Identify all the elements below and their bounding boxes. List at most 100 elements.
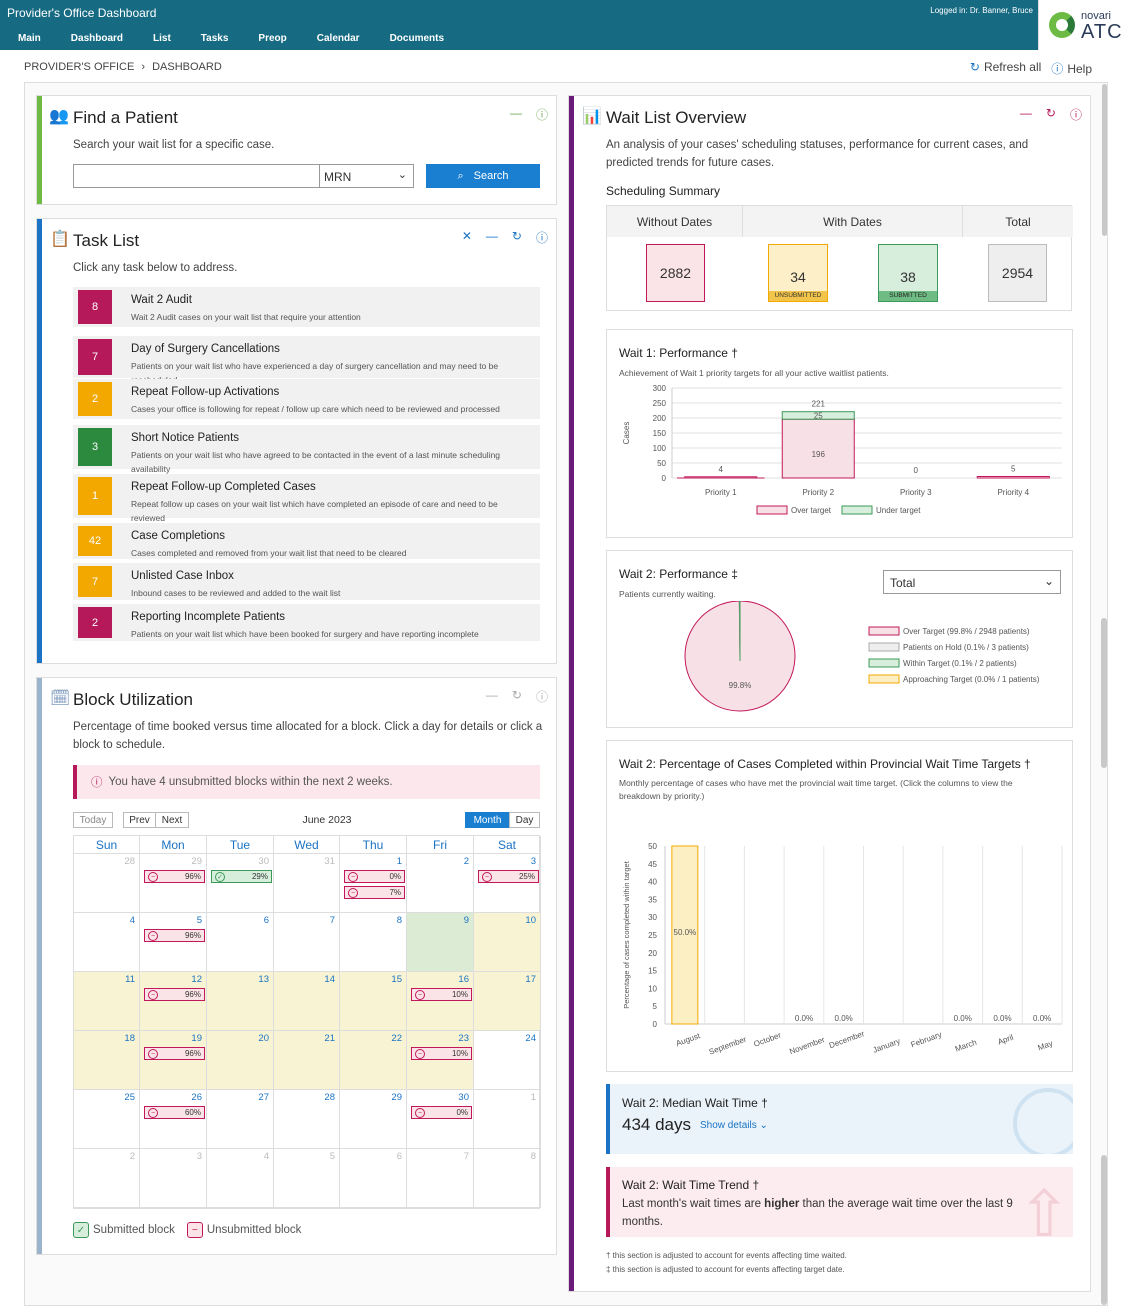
task-row[interactable]: 42 Case Completions Cases completed and …: [73, 523, 540, 559]
calendar-day[interactable]: 10: [474, 913, 541, 972]
nav-main[interactable]: Main: [18, 33, 41, 44]
calendar-day[interactable]: 11: [74, 972, 140, 1031]
total-count[interactable]: 2954: [988, 244, 1047, 302]
submitted-block[interactable]: ✓ 29%: [211, 870, 272, 883]
calendar-day[interactable]: 30 ✓ 29%: [207, 854, 274, 913]
calendar-day[interactable]: 23 − 10%: [407, 1031, 474, 1090]
task-row[interactable]: 1 Repeat Follow-up Completed Cases Repea…: [73, 474, 540, 523]
minimize-icon[interactable]: —: [485, 229, 498, 243]
calendar-day[interactable]: 4: [207, 1149, 274, 1208]
next-button[interactable]: Next: [155, 812, 189, 828]
minimize-icon[interactable]: —: [485, 688, 498, 702]
calendar-day[interactable]: 7: [274, 913, 340, 972]
calendar-day[interactable]: 2: [407, 854, 474, 913]
task-row[interactable]: 3 Short Notice Patients Patients on your…: [73, 425, 540, 474]
calendar-day[interactable]: 6: [207, 913, 274, 972]
unsubmitted-block[interactable]: − 0%: [344, 870, 405, 883]
calendar-day[interactable]: 24: [474, 1031, 541, 1090]
patient-search-input[interactable]: [73, 164, 320, 188]
bar[interactable]: [671, 845, 699, 1025]
scrollbar[interactable]: [1100, 84, 1109, 1304]
task-row[interactable]: 2 Repeat Follow-up Activations Cases you…: [73, 379, 540, 419]
calendar-day[interactable]: 28: [74, 854, 140, 913]
task-row[interactable]: 7 Day of Surgery Cancellations Patients …: [73, 336, 540, 385]
calendar-day[interactable]: 12 − 96%: [140, 972, 207, 1031]
day-view-button[interactable]: Day: [509, 812, 540, 828]
calendar-day[interactable]: 26 − 60%: [140, 1090, 207, 1149]
wait2-filter-select[interactable]: Total ⌄: [883, 570, 1061, 594]
refresh-icon[interactable]: ↻: [1045, 106, 1056, 120]
calendar-day[interactable]: 20: [207, 1031, 274, 1090]
calendar-day[interactable]: 3 − 25%: [474, 854, 541, 913]
calendar-day[interactable]: 19 − 96%: [140, 1031, 207, 1090]
refresh-all-button[interactable]: ↻ Refresh all: [970, 60, 1041, 77]
nav-dashboard[interactable]: Dashboard: [70, 33, 124, 44]
calendar-day[interactable]: 5: [274, 1149, 340, 1208]
calendar-day[interactable]: 2: [74, 1149, 140, 1208]
calendar-day[interactable]: 8: [474, 1149, 541, 1208]
median-show-details-link[interactable]: Show details ⌄: [700, 1120, 768, 1131]
help-icon[interactable]: ⓘ: [1069, 108, 1082, 122]
unsubmitted-block[interactable]: − 10%: [411, 1047, 472, 1060]
nav-list[interactable]: List: [153, 33, 171, 44]
calendar-day[interactable]: 9: [407, 913, 474, 972]
unsubmitted-block[interactable]: − 96%: [144, 870, 205, 883]
calendar-day[interactable]: 4: [74, 913, 140, 972]
refresh-icon[interactable]: ↻: [511, 688, 522, 702]
breadcrumb-office[interactable]: PROVIDER'S OFFICE: [24, 61, 135, 73]
scrollbar-thumb[interactable]: [1101, 618, 1107, 768]
calendar-day[interactable]: 21: [274, 1031, 340, 1090]
id-type-select[interactable]: MRN ⌄: [319, 164, 414, 188]
without-dates-count[interactable]: 2882: [646, 244, 705, 302]
nav-calendar[interactable]: Calendar: [316, 33, 360, 44]
bar-segment[interactable]: [976, 476, 1050, 479]
prev-button[interactable]: Prev: [123, 812, 156, 828]
unsubmitted-block[interactable]: − 96%: [144, 929, 205, 942]
bar-segment[interactable]: [781, 411, 855, 420]
task-row[interactable]: 8 Wait 2 Audit Wait 2 Audit cases on you…: [73, 287, 540, 327]
minimize-icon[interactable]: —: [1019, 106, 1032, 120]
unsubmitted-block[interactable]: − 96%: [144, 1047, 205, 1060]
calendar-day[interactable]: 5 − 96%: [140, 913, 207, 972]
calendar-day[interactable]: 14: [274, 972, 340, 1031]
calendar-day[interactable]: 1: [474, 1090, 541, 1149]
calendar-day[interactable]: 31: [274, 854, 340, 913]
month-view-button[interactable]: Month: [465, 812, 510, 828]
unsubmitted-block[interactable]: − 60%: [144, 1106, 205, 1119]
calendar-day[interactable]: 28: [274, 1090, 340, 1149]
refresh-icon[interactable]: ↻: [511, 229, 522, 243]
calendar-day[interactable]: 29: [340, 1090, 407, 1149]
calendar-day[interactable]: 13: [207, 972, 274, 1031]
calendar-day[interactable]: 7: [407, 1149, 474, 1208]
calendar-day[interactable]: 8: [340, 913, 407, 972]
unsubmitted-block[interactable]: − 10%: [411, 988, 472, 1001]
task-row[interactable]: 2 Reporting Incomplete Patients Patients…: [73, 604, 540, 641]
today-button[interactable]: Today: [73, 812, 113, 828]
task-row[interactable]: 7 Unlisted Case Inbox Inbound cases to b…: [73, 563, 540, 600]
calendar-day[interactable]: 22: [340, 1031, 407, 1090]
submitted-count-box[interactable]: 38 SUBMITTED: [878, 244, 938, 302]
calendar-day[interactable]: 3: [140, 1149, 207, 1208]
nav-documents[interactable]: Documents: [389, 33, 445, 44]
calendar-day[interactable]: 15: [340, 972, 407, 1031]
help-icon[interactable]: ⓘ: [535, 690, 548, 704]
bar-segment[interactable]: [781, 418, 855, 479]
calendar-day[interactable]: 17: [474, 972, 541, 1031]
nav-preop[interactable]: Preop: [258, 33, 287, 44]
help-icon[interactable]: ⓘ: [535, 231, 548, 245]
pin-icon[interactable]: ✕: [461, 229, 472, 243]
search-button[interactable]: ⌕ Search: [426, 164, 540, 188]
minimize-icon[interactable]: —: [509, 106, 522, 120]
unsubmitted-block[interactable]: − 96%: [144, 988, 205, 1001]
calendar-day[interactable]: 16 − 10%: [407, 972, 474, 1031]
calendar-day[interactable]: 18: [74, 1031, 140, 1090]
unsubmitted-block[interactable]: − 25%: [478, 870, 539, 883]
unsubmitted-block[interactable]: − 0%: [411, 1106, 472, 1119]
help-icon[interactable]: ⓘ: [535, 108, 548, 122]
calendar-day[interactable]: 30 − 0%: [407, 1090, 474, 1149]
unsubmitted-count-box[interactable]: 34 UNSUBMITTED: [768, 244, 828, 302]
calendar-day[interactable]: 27: [207, 1090, 274, 1149]
nav-tasks[interactable]: Tasks: [200, 33, 229, 44]
scrollbar-thumb-lower[interactable]: [1101, 1155, 1107, 1305]
calendar-day[interactable]: 25: [74, 1090, 140, 1149]
